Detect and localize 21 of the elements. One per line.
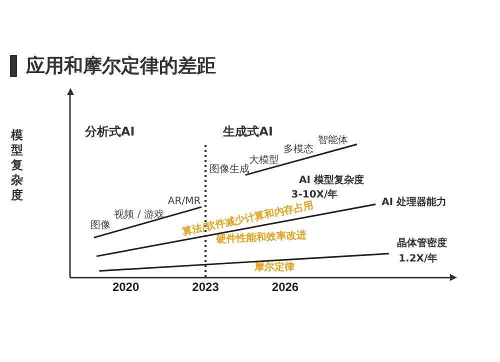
annotation: 视频 / 游戏	[114, 208, 164, 221]
x-tick-label: 2020	[112, 280, 140, 294]
text: 分析式AI	[84, 124, 135, 138]
annotation: 大模型	[248, 154, 279, 166]
series-label: AI 处理器能力	[382, 196, 447, 208]
annotation: 多模态	[284, 143, 314, 156]
text: 生成式AI	[222, 124, 273, 138]
annotation: AR/MR	[168, 196, 201, 208]
annotation: 图像生成	[209, 163, 250, 176]
y-axis-title: 模型复杂度	[11, 128, 24, 203]
annotation: 1.2X/年	[398, 252, 438, 265]
annotation: 摩尔定律	[254, 261, 295, 274]
x-tick-label: 2026	[272, 280, 299, 294]
annotation: 硬件性能和效率改进	[215, 228, 307, 246]
series-label: AI 模型复杂度	[298, 174, 364, 186]
annotation: 智能体	[318, 134, 348, 146]
series-label: 晶体管密度	[396, 237, 447, 250]
annotation: 图像	[90, 219, 111, 232]
chart-title: 应用和摩尔定律的差距	[26, 54, 216, 79]
x-tick-label: 2023	[192, 280, 220, 294]
annotation: 3-10X/年	[291, 188, 338, 201]
